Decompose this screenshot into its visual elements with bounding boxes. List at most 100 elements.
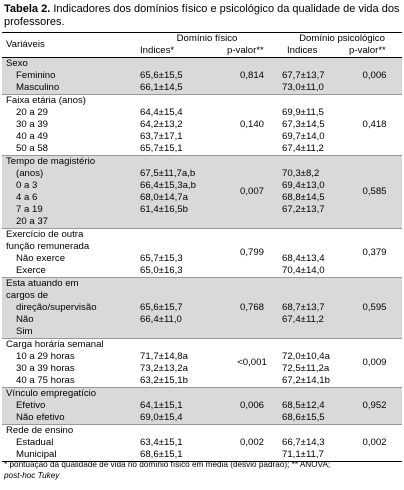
row-label: 40 a 49 <box>16 131 49 142</box>
p-value-fisico: 0,799 <box>239 247 264 258</box>
row-group: Carga horária semanal 10 a 29 horas 71,7±1… <box>2 338 402 387</box>
footnote: * pontuação da qualidade de vida no domí… <box>4 459 402 481</box>
group-label-row: Rede de ensino <box>2 425 402 437</box>
footnote-italic: post-hoc Tukey <box>4 471 60 480</box>
cell-fisico: 66,4±11,0 <box>140 314 182 325</box>
cell-psico: 67,3±14,5 <box>282 119 325 130</box>
cell-spacer <box>222 314 282 326</box>
cell-spacer <box>222 143 282 155</box>
cell-empty <box>132 216 222 228</box>
cell-psico: 69,4±13,0 <box>282 180 325 191</box>
group-label-row: cargos de <box>2 290 402 302</box>
cell-fisico: 65,6±15,5 <box>140 70 183 81</box>
table-row: Não 66,4±11,0 67,4±11,2 <box>2 314 402 326</box>
row-label: Estadual <box>16 437 54 448</box>
row-label: 30 a 39 horas <box>16 363 75 374</box>
cell-psico: 70,4±14,0 <box>282 265 325 276</box>
table-row: 10 a 29 horas 71,7±14,8a 72,0±10,4a <box>2 351 402 363</box>
p-value-psico: 0,006 <box>362 70 387 81</box>
cell-spacer <box>222 412 282 424</box>
table-row: 20 a 29 64,4±15,4 69,9±11,5 <box>2 107 402 119</box>
cell-fisico: 71,7±14,8a <box>140 351 188 362</box>
group-label-row: Carga horária semanal <box>2 339 402 351</box>
row-label: 30 a 39 <box>16 119 49 130</box>
group-label: Tempo de magistério <box>6 156 96 167</box>
cell-fisico: 64,4±15,4 <box>140 107 183 118</box>
row-label: Municipal <box>16 449 57 460</box>
table-row: Sim <box>2 326 402 338</box>
p-value-psico: 0,009 <box>362 357 387 368</box>
cell-psico: 68,8±14,5 <box>282 192 325 203</box>
table-row: Estadual 63,4±15,1 66,7±14,3 <box>2 437 402 449</box>
header-cell: Variáveis <box>6 39 45 50</box>
row-label: Exerce <box>16 265 46 276</box>
cell-fisico: 73,2±13,2a <box>140 363 188 374</box>
row-label: 4 a 6 <box>16 192 38 203</box>
table-row: Não efetivo 69,0±15,4 68,6±15,5 <box>2 412 402 424</box>
cell-psico: 70,3±8,2 <box>282 168 320 179</box>
header-cell: p-valor** <box>349 45 386 56</box>
row-label: direção/supervisão <box>16 302 97 313</box>
cell-spacer <box>222 216 282 228</box>
header-cell: Domínio psicológico <box>299 33 385 44</box>
cell-spacer <box>222 107 282 119</box>
row-label: Não <box>16 314 34 325</box>
cell-psico: 71,1±11,7 <box>282 449 324 460</box>
row-label: 50 a 58 <box>16 143 49 154</box>
cell-spacer <box>222 326 282 338</box>
header-cell: Indices* <box>140 45 175 56</box>
table-row: Masculino 66,1±14,5 73,0±11,0 <box>2 82 402 94</box>
group-label: Rede de ensino <box>6 425 74 436</box>
cell-psico: 67,7±13,7 <box>282 70 325 81</box>
table-row: (anos) 67,5±11,7a,b 70,3±8,2 <box>2 168 402 180</box>
group-label-row: Esta atuando em <box>2 278 402 290</box>
header-cell: Domínio físico <box>176 33 238 44</box>
group-label-row: função remunerada <box>2 241 402 253</box>
table-body: Sexo Feminino 65,6±15,5 67,7±13,7 Masculino 6… <box>2 58 402 461</box>
cell-fisico: 65,0±16,3 <box>140 265 183 276</box>
row-label: 20 a 29 <box>16 107 49 118</box>
table: Variáveis Domínio físico Domínio psicoló… <box>2 32 402 462</box>
cell-spacer <box>222 168 282 180</box>
cell-spacer <box>222 82 282 94</box>
group-label-row: Sexo <box>2 58 402 70</box>
cell-psico: 66,7±14,3 <box>282 437 325 448</box>
table-row: Efetivo 64,1±15,1 68,5±12,4 <box>2 400 402 412</box>
cell-fisico: 66,1±14,5 <box>140 82 183 93</box>
p-value-psico: 0,002 <box>362 437 387 448</box>
table-row: 40 a 75 horas 63,2±15,1b 67,2±14,1b <box>2 375 402 387</box>
row-label: 20 a 37 <box>16 216 49 227</box>
cell-psico: 69,7±14,0 <box>282 131 325 142</box>
title-label: Tabela 2. <box>4 3 51 15</box>
p-value-psico: 0,595 <box>362 302 387 313</box>
group-label: Sexo <box>6 58 28 69</box>
group-label: cargos de <box>6 290 49 301</box>
p-value-psico: 0,418 <box>362 119 387 130</box>
row-group: Vínculo empregatício Efetivo 64,1±15,1 68,5… <box>2 387 402 424</box>
p-value-fisico: 0,007 <box>239 186 264 197</box>
row-group: Exercício de outra função remunerada Não e… <box>2 228 402 277</box>
cell-spacer <box>222 265 282 277</box>
row-label: Sim <box>16 326 33 337</box>
table-row: Exerce 65,0±16,3 70,4±14,0 <box>2 265 402 277</box>
footnote-text: * pontuação da qualidade de vida no domí… <box>4 460 331 469</box>
table-row: 40 a 49 63,7±17,1 69,7±14,0 <box>2 131 402 143</box>
p-value-psico: 0,379 <box>362 247 387 258</box>
cell-fisico: 64,1±15,1 <box>140 400 183 411</box>
row-label: 0 a 3 <box>16 180 38 191</box>
row-label: Feminino <box>16 70 56 81</box>
cell-fisico: 66,4±15,3a,b <box>140 180 196 191</box>
row-label: (anos) <box>16 168 44 179</box>
cell-psico: 68,7±13,7 <box>282 302 325 313</box>
cell-fisico: 65,7±15,1 <box>140 143 183 154</box>
group-label: Esta atuando em <box>6 278 79 289</box>
table-row: Municipal 68,6±15,1 71,1±11,7 <box>2 449 402 461</box>
row-label: 7 a 19 <box>16 204 43 215</box>
p-value-fisico: 0,006 <box>239 400 264 411</box>
p-value-fisico: 0,002 <box>239 437 264 448</box>
cell-empty <box>132 326 222 338</box>
row-group: Rede de ensino Estadual 63,4±15,1 66,7±14,3… <box>2 424 402 461</box>
row-label: 40 a 75 horas <box>16 375 75 386</box>
table-row: direção/supervisão 65,6±15,7 68,7±13,7 <box>2 302 402 314</box>
